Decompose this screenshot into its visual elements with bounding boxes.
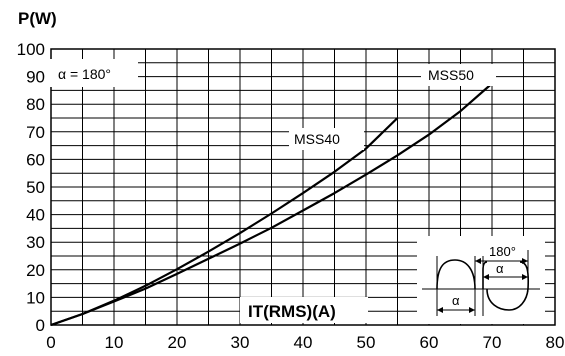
inset-label-alpha-upper: α xyxy=(496,261,504,276)
series-lines xyxy=(50,82,493,327)
x-tick-label: 10 xyxy=(105,333,124,352)
x-tick-label: 40 xyxy=(294,333,313,352)
y-tick-label: 100 xyxy=(17,40,45,59)
inset-background xyxy=(417,236,545,324)
x-tick-label: 80 xyxy=(546,333,565,352)
y-tick-label: 40 xyxy=(26,206,45,225)
y-tick-label: 20 xyxy=(26,261,45,280)
inset-positive-halfwave xyxy=(436,259,476,290)
x-tick-label: 50 xyxy=(357,333,376,352)
y-tick-label: 80 xyxy=(26,95,45,114)
alpha-annotation: α = 180° xyxy=(58,66,111,82)
x-tick-label: 0 xyxy=(46,333,55,352)
x-tick-label: 60 xyxy=(420,333,439,352)
x-axis-title: IT(RMS)(A) xyxy=(248,302,336,321)
series-line-mss50 xyxy=(50,82,493,327)
series-label-mss50: MSS50 xyxy=(428,67,474,83)
inset-label-alpha-lower: α xyxy=(452,293,460,308)
alpha-annotation-box xyxy=(50,59,138,87)
y-tick-label: 30 xyxy=(26,233,45,252)
x-axis-title-box xyxy=(240,297,368,323)
y-tick-label: 60 xyxy=(26,150,45,169)
y-tick-label: 70 xyxy=(26,123,45,142)
plot-frame xyxy=(50,48,556,326)
mss40-label-box xyxy=(289,128,364,150)
inset-180-arrowheads xyxy=(475,258,528,264)
y-tick-labels: 0 10 20 30 40 50 60 70 80 90 100 xyxy=(17,40,45,335)
x-tick-labels: 0 10 20 30 40 50 60 70 80 xyxy=(46,333,564,352)
inset-label-180: 180° xyxy=(489,244,516,259)
y-tick-label: 90 xyxy=(26,68,45,87)
y-tick-label: 10 xyxy=(26,288,45,307)
y-tick-label: 0 xyxy=(36,316,45,335)
y-axis-title: P(W) xyxy=(18,9,57,28)
y-tick-label: 50 xyxy=(26,178,45,197)
conduction-angle-inset: 180° α α xyxy=(417,236,545,324)
x-tick-label: 70 xyxy=(483,333,502,352)
series-label-mss40: MSS40 xyxy=(294,131,340,147)
x-tick-label: 20 xyxy=(168,333,187,352)
mss50-label-box xyxy=(421,64,496,86)
x-tick-label: 30 xyxy=(231,333,250,352)
